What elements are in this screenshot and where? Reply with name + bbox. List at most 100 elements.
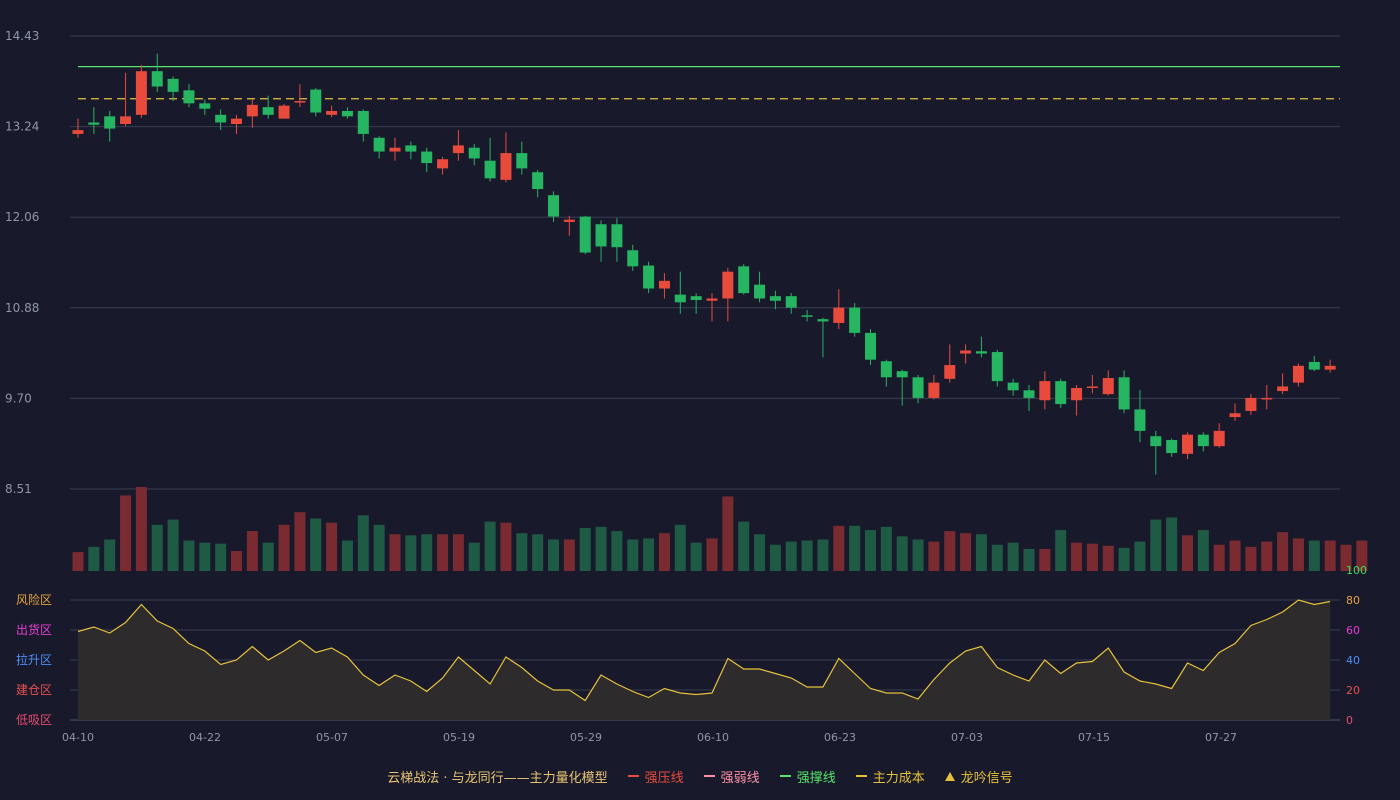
candle-body bbox=[912, 377, 924, 398]
legend-label-cost: 主力成本 bbox=[872, 770, 925, 786]
volume-bar bbox=[563, 539, 575, 571]
volume-bar bbox=[975, 534, 987, 571]
volume-bar bbox=[548, 539, 559, 571]
volume-bar bbox=[215, 543, 227, 571]
volume-bar bbox=[1340, 544, 1352, 571]
volume-bar bbox=[722, 496, 734, 571]
candle-body bbox=[326, 110, 338, 115]
candle-body bbox=[373, 137, 385, 152]
zone-label: 建仓区 bbox=[16, 683, 52, 697]
candle-body bbox=[262, 107, 274, 115]
volume-bar bbox=[341, 540, 353, 571]
volume-bar bbox=[579, 527, 591, 571]
legend-item-resistance[interactable]: 强压线 bbox=[627, 767, 684, 786]
candle-body bbox=[405, 145, 417, 152]
volume-bar bbox=[104, 539, 116, 571]
candle-body bbox=[215, 114, 227, 123]
volume-bar bbox=[754, 534, 766, 571]
candle-body bbox=[135, 71, 147, 115]
candle-body bbox=[754, 284, 766, 299]
volume-bar bbox=[72, 552, 84, 571]
volume-bar bbox=[738, 521, 750, 571]
candle-body bbox=[706, 298, 718, 301]
triangle-icon bbox=[944, 771, 955, 781]
candle-body bbox=[595, 224, 607, 247]
volume-bar bbox=[1055, 530, 1067, 571]
price-tick-label: 8.51 bbox=[5, 482, 32, 496]
legend-label-signal: 龙吟信号 bbox=[960, 770, 1013, 786]
candle-body bbox=[278, 105, 290, 119]
indicator-tick-label: 60 bbox=[1346, 624, 1360, 637]
volume-bar bbox=[1134, 541, 1146, 571]
volume-bar bbox=[627, 539, 639, 571]
volume-bar bbox=[849, 525, 861, 571]
candle-body bbox=[1134, 409, 1146, 431]
indicator-line bbox=[77, 599, 1331, 702]
indicator-tick-label: 80 bbox=[1346, 594, 1360, 607]
candle-body bbox=[801, 315, 813, 317]
zone-label: 出货区 bbox=[16, 622, 52, 637]
legend-label-resistance: 强压线 bbox=[644, 770, 684, 786]
legend-title: 云梯战法 · 与龙同行——主力量化模型 bbox=[387, 770, 608, 786]
strength-swatch bbox=[703, 775, 715, 777]
volume-bar bbox=[88, 546, 100, 571]
candle-body bbox=[452, 145, 464, 154]
candle-body bbox=[1118, 377, 1130, 410]
volume-bar bbox=[1182, 535, 1193, 571]
date-tick-label: 07-27 bbox=[1205, 731, 1237, 744]
volume-bar bbox=[151, 524, 163, 571]
legend-item-support[interactable]: 强撑线 bbox=[779, 767, 836, 786]
date-tick-label: 07-15 bbox=[1078, 731, 1110, 744]
candle-body bbox=[246, 104, 258, 117]
resistance-swatch bbox=[627, 775, 639, 777]
volume-bar bbox=[690, 542, 702, 571]
volume-bar bbox=[1245, 546, 1257, 571]
candle-body bbox=[563, 219, 575, 222]
zone-label: 风险区 bbox=[16, 592, 52, 607]
candle-body bbox=[532, 172, 544, 190]
candle-body bbox=[1007, 382, 1019, 391]
candle-body bbox=[72, 130, 84, 134]
legend-label-strength: 强弱线 bbox=[720, 770, 760, 786]
candle-body bbox=[231, 118, 242, 124]
volume-bar bbox=[960, 533, 972, 571]
candle-body bbox=[785, 296, 797, 308]
candle-body bbox=[611, 224, 623, 248]
volume-bar bbox=[421, 534, 433, 571]
volume-bar bbox=[1166, 517, 1178, 571]
volume-bar bbox=[1356, 540, 1368, 571]
candle-body bbox=[1071, 387, 1083, 401]
volume-bar bbox=[643, 538, 655, 571]
volume-bar bbox=[991, 544, 1003, 571]
candle-body bbox=[1213, 430, 1225, 447]
legend-item-signal[interactable]: 龙吟信号 bbox=[944, 767, 1013, 786]
candle-body bbox=[294, 101, 306, 103]
candle-body bbox=[437, 159, 449, 169]
candle-body bbox=[1023, 390, 1035, 398]
candle-body bbox=[690, 296, 702, 300]
volume-bar bbox=[1086, 543, 1098, 571]
price-tick-label: 12.06 bbox=[5, 210, 39, 224]
volume-bar bbox=[833, 525, 845, 571]
candle-body bbox=[120, 116, 132, 124]
volume-bar bbox=[865, 530, 876, 571]
candle-body bbox=[1292, 365, 1304, 383]
candle-body bbox=[484, 160, 496, 179]
legend-item-strength[interactable]: 强弱线 bbox=[703, 767, 760, 786]
candle-body bbox=[865, 332, 876, 360]
candle-body bbox=[880, 361, 892, 378]
volume-bar bbox=[437, 534, 449, 571]
volume-bar bbox=[246, 531, 258, 571]
price-tick-label: 13.24 bbox=[5, 120, 39, 134]
volume-bar bbox=[262, 542, 274, 571]
volume-bar bbox=[658, 533, 670, 571]
candle-body bbox=[928, 382, 940, 398]
candle-body bbox=[1197, 434, 1209, 447]
volume-bar bbox=[801, 540, 813, 571]
volume-bar bbox=[1007, 542, 1019, 571]
legend-item-cost[interactable]: 主力成本 bbox=[855, 767, 925, 786]
candle-body bbox=[627, 250, 639, 267]
volume-bar bbox=[1308, 540, 1320, 571]
indicator-tick-label: 40 bbox=[1346, 654, 1360, 667]
